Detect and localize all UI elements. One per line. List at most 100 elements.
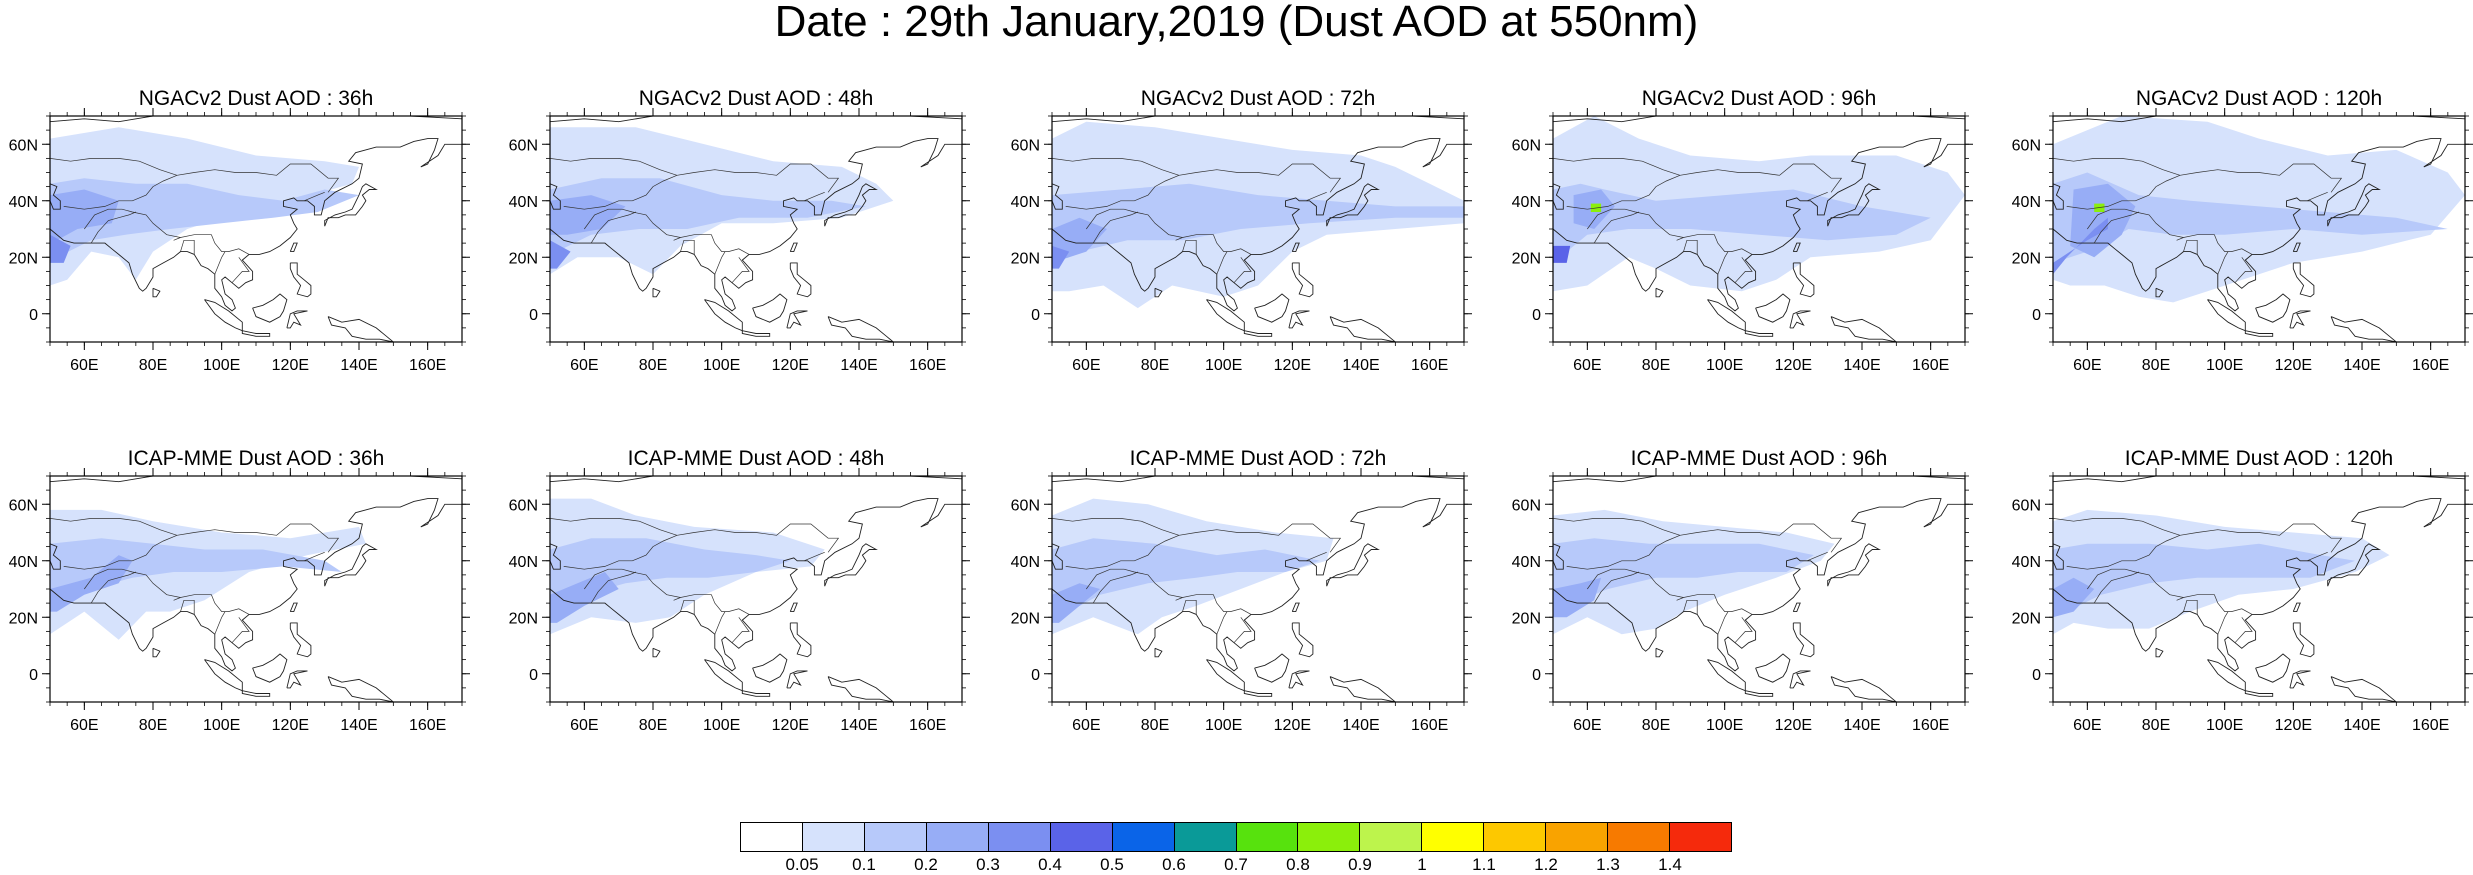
- colorbar-box: [1174, 823, 1237, 851]
- coastline: [152, 287, 161, 298]
- country-border: [1092, 571, 1138, 604]
- country-border: [1553, 158, 1681, 176]
- coastline: [789, 622, 812, 658]
- coastline: [789, 262, 812, 298]
- dust-plume: [550, 572, 619, 623]
- lon-tick-label: 80E: [639, 717, 667, 734]
- lat-tick-label: 0: [529, 307, 538, 324]
- country-border: [2093, 211, 2139, 244]
- coastline: [1789, 310, 1811, 329]
- dust-aod-map: 60N 40N 20N 0 60E 80E 100E 120E 140E 160E: [1512, 468, 1973, 734]
- coastline: [286, 670, 308, 689]
- coastline: [2244, 690, 2274, 697]
- country-border: [584, 568, 750, 615]
- country-border: [803, 191, 825, 202]
- coastline: [1792, 262, 1815, 298]
- dust-plume: [1553, 538, 1814, 612]
- dust-plume: [2053, 172, 2448, 263]
- coastline: [827, 676, 894, 702]
- lon-tick-label: 140E: [1342, 357, 1379, 374]
- lon-tick-label: 120E: [272, 357, 309, 374]
- dust-plume: [1553, 183, 1931, 258]
- coastline: [1326, 183, 1380, 227]
- lon-tick-label: 140E: [340, 357, 377, 374]
- country-border: [2217, 251, 2229, 275]
- lon-tick-label: 100E: [2206, 357, 2243, 374]
- coastline: [204, 659, 243, 692]
- colorbar-label: 0.8: [1286, 855, 1310, 874]
- country-border: [2093, 571, 2139, 604]
- coastline: [1052, 476, 1464, 483]
- country-border: [1092, 211, 1138, 244]
- lat-tick-label: 20N: [1512, 250, 1541, 267]
- country-border: [180, 599, 195, 615]
- dust-aod-map: 60N 40N 20N 0 60E 80E 100E 120E 140E 160E: [2012, 468, 2473, 734]
- country-border: [231, 257, 250, 283]
- map-panel-ngacv2-72h: NGACv2 Dust AOD : 72h 60N 40N 20N 0 60E 80E 100…: [1002, 88, 1482, 426]
- coastline: [2207, 659, 2246, 692]
- colorbar-label: 0.7: [1224, 855, 1248, 874]
- lat-tick-label: 20N: [1512, 610, 1541, 627]
- lon-tick-label: 80E: [1642, 357, 1670, 374]
- coastline: [2330, 676, 2397, 702]
- coastline: [1755, 293, 1791, 323]
- country-border: [714, 251, 726, 275]
- lon-tick-label: 140E: [1843, 717, 1880, 734]
- lat-tick-label: 20N: [509, 610, 538, 627]
- lon-tick-label: 120E: [2275, 357, 2312, 374]
- coastline: [289, 622, 312, 658]
- country-border: [550, 158, 678, 176]
- country-border: [1052, 158, 1180, 176]
- coastline: [2155, 647, 2164, 658]
- colorbar-box: [1236, 823, 1299, 851]
- coastline: [1052, 138, 1464, 312]
- coastline: [752, 653, 788, 683]
- dust-plume: [550, 195, 626, 235]
- map-content: [50, 476, 462, 702]
- country-border: [1734, 257, 1753, 283]
- colorbar-boxes: [740, 822, 1732, 852]
- map-panel-icap-mme-120h: ICAP-MME Dust AOD : 120h 60N 40N 20N 0 60E 80E…: [2003, 448, 2473, 786]
- dust-plume: [550, 178, 866, 252]
- country-border: [1305, 551, 1327, 562]
- lat-tick-label: 0: [2032, 307, 2041, 324]
- coastline: [1755, 653, 1791, 683]
- coastline: [327, 316, 394, 342]
- country-border: [2176, 237, 2184, 241]
- country-border: [303, 551, 325, 562]
- panel-title: ICAP-MME Dust AOD : 48h: [627, 447, 885, 470]
- lat-tick-label: 60N: [1011, 497, 1040, 514]
- map-content: [2053, 476, 2465, 702]
- lat-tick-label: 0: [529, 667, 538, 684]
- coastline: [2292, 262, 2315, 298]
- country-border: [1052, 518, 1180, 536]
- lat-tick-label: 60N: [1011, 137, 1040, 154]
- colorbar-label: 1: [1417, 855, 1427, 874]
- dust-aod-map: 60N 40N 20N 0 60E 80E 100E 120E 140E 160E: [1011, 468, 1472, 734]
- coastline: [2289, 670, 2311, 689]
- map-content: [1553, 476, 1965, 702]
- lon-tick-label: 160E: [2412, 357, 2449, 374]
- lon-tick-label: 80E: [139, 357, 167, 374]
- lat-tick-label: 20N: [2012, 610, 2041, 627]
- lat-tick-label: 0: [1031, 667, 1040, 684]
- country-border: [1233, 617, 1252, 643]
- coastline: [50, 138, 462, 312]
- lon-tick-label: 140E: [840, 357, 877, 374]
- coastline: [1291, 622, 1314, 658]
- lon-tick-label: 80E: [1141, 717, 1169, 734]
- country-border: [303, 191, 325, 202]
- dust-plume: [1553, 245, 1571, 263]
- colorbar-label: 0.6: [1162, 855, 1186, 874]
- country-border: [563, 523, 840, 570]
- colorbar-box: [1670, 823, 1731, 851]
- lat-tick-label: 40N: [2012, 194, 2041, 211]
- panel-title: NGACv2 Dust AOD : 48h: [638, 87, 874, 110]
- colorbar-label: 1.2: [1534, 855, 1558, 874]
- coastline: [1291, 602, 1300, 613]
- coastline: [2053, 138, 2465, 312]
- lon-tick-label: 160E: [1411, 357, 1448, 374]
- country-border: [673, 237, 681, 241]
- panel-title: ICAP-MME Dust AOD : 120h: [2124, 447, 2394, 470]
- colorbar-box: [1546, 823, 1609, 851]
